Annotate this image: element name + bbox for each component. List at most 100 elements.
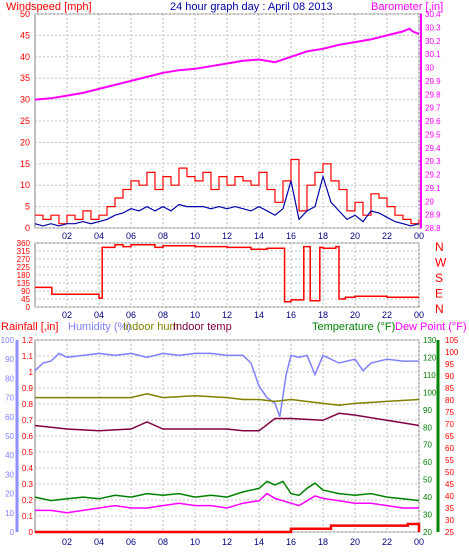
climate-x-tick: 02 <box>62 537 72 547</box>
dir-x-tick: 02 <box>62 310 72 320</box>
compass-label: S <box>435 271 443 285</box>
baro-y-tick: 30.2 <box>425 37 441 46</box>
humidity-y-tick: 10 <box>5 509 14 518</box>
series-temperature-f- <box>34 480 420 502</box>
dir-y-tick: 135 <box>17 279 31 288</box>
wind-x-tick: 02 <box>62 231 72 241</box>
dir-x-tick: 14 <box>254 310 264 320</box>
dir-y-tick: 270 <box>17 255 31 264</box>
wind-y-tick: 10 <box>20 180 30 190</box>
dew-point-y-tick: 40 <box>445 492 454 501</box>
dir-x-tick: 16 <box>286 310 296 320</box>
rain-y-tick: 0.8 <box>22 400 34 409</box>
temperature-y-tick: 80 <box>423 423 432 432</box>
dew-point-y-tick: 65 <box>445 432 454 441</box>
dir-y-tick: 360 <box>17 239 31 248</box>
dir-x-tick: 20 <box>350 310 360 320</box>
humidity-y-tick: 100 <box>1 336 15 345</box>
climate-x-tick: 06 <box>126 537 136 547</box>
series-wind-gust <box>35 158 420 225</box>
humidity-y-tick: 40 <box>5 451 14 460</box>
baro-y-tick: 28.9 <box>425 211 441 220</box>
baro-y-tick: 29 <box>425 197 434 206</box>
humidity-y-tick: 50 <box>5 432 14 441</box>
barometer-axis-title: Barometer [,in] <box>371 1 443 13</box>
dir-y-tick: 90 <box>21 287 30 296</box>
dir-x-tick: 18 <box>318 310 328 320</box>
baro-y-tick: 29.8 <box>425 90 441 99</box>
compass-label: E <box>435 287 443 301</box>
climate-x-tick: 04 <box>94 537 104 547</box>
indoor-temp-title: Indoor temp <box>173 321 232 333</box>
rain-y-tick: 0.1 <box>22 512 34 521</box>
climate-x-tick: 20 <box>350 537 360 547</box>
wind-y-tick: 20 <box>20 137 30 147</box>
wind-x-tick: 08 <box>158 231 168 241</box>
rain-y-tick: 0.3 <box>22 480 34 489</box>
dir-x-tick: 10 <box>190 310 200 320</box>
dir-y-tick: 315 <box>17 247 31 256</box>
dir-x-tick: 22 <box>382 310 392 320</box>
dir-y-tick: 45 <box>21 295 30 304</box>
baro-y-tick: 30 <box>425 64 434 73</box>
rain-y-tick: 0.4 <box>22 464 34 473</box>
compass-label: N <box>435 302 444 316</box>
dir-y-tick: 225 <box>17 263 31 272</box>
wind-x-tick: 04 <box>94 231 104 241</box>
dir-x-tick: 08 <box>158 310 168 320</box>
series-humidity- <box>34 352 419 418</box>
series-wind-speed <box>34 174 420 227</box>
rain-y-tick: 0.9 <box>22 384 34 393</box>
baro-y-tick: 30.3 <box>425 23 441 32</box>
humidity-y-tick: 20 <box>5 490 14 499</box>
temperature-axis-title: Temperature (°F) <box>312 321 395 333</box>
dew-point-y-tick: 45 <box>445 480 454 489</box>
humidity-y-tick: 30 <box>5 470 14 479</box>
wind-y-tick: 35 <box>20 73 30 83</box>
rain-y-tick: 1.1 <box>22 352 34 361</box>
compass-label: N <box>435 240 444 254</box>
wind-x-tick: 18 <box>318 231 328 241</box>
rain-y-tick: 0 <box>29 528 34 537</box>
baro-y-tick: 29.7 <box>425 104 441 113</box>
temperature-y-tick: 20 <box>423 528 432 537</box>
wind-x-tick: 20 <box>350 231 360 241</box>
wind-x-tick: 22 <box>382 231 392 241</box>
dew-point-y-tick: 85 <box>445 384 454 393</box>
temperature-y-tick: 30 <box>423 511 432 520</box>
dir-x-tick: 04 <box>94 310 104 320</box>
humidity-y-tick: 90 <box>5 355 14 364</box>
windspeed-axis-title: Windspeed [mph] <box>6 1 92 13</box>
series-rainfall-in- <box>35 522 421 534</box>
rain-y-tick: 0.2 <box>22 496 34 505</box>
wind-y-tick: 40 <box>20 52 30 62</box>
humidity-y-tick: 70 <box>5 394 14 403</box>
temperature-y-tick: 130 <box>423 336 437 345</box>
rain-y-tick: 1 <box>29 368 34 377</box>
climate-panel: 0 0.1 0.2 0.3 0.4 0.5 0.6 0.7 0.8 0.9 1 1.1 1.2 0 10 20… <box>1 336 459 547</box>
dew-point-y-tick: 80 <box>445 396 454 405</box>
temperature-y-tick: 60 <box>423 458 432 467</box>
climate-x-tick: 08 <box>158 537 168 547</box>
humidity-y-tick: 0 <box>10 528 15 537</box>
dir-y-tick: 180 <box>17 271 31 280</box>
climate-x-tick: 18 <box>318 537 328 547</box>
indoor-hum-title: Indoor hum <box>123 321 179 333</box>
temperature-y-tick: 100 <box>423 388 437 397</box>
temperature-y-tick: 40 <box>423 493 432 502</box>
dew-point-y-tick: 75 <box>445 408 454 417</box>
dew-point-y-tick: 50 <box>445 468 454 477</box>
compass-label: W <box>435 256 447 270</box>
wind-x-tick: 10 <box>190 231 200 241</box>
wind-x-tick: 16 <box>286 231 296 241</box>
baro-y-tick: 29.5 <box>425 130 441 139</box>
temperature-y-tick: 50 <box>423 476 432 485</box>
climate-x-tick: 10 <box>190 537 200 547</box>
climate-x-tick: 22 <box>382 537 392 547</box>
baro-y-tick: 29.1 <box>425 184 441 193</box>
humidity-y-tick: 80 <box>5 374 14 383</box>
rain-y-tick: 1.2 <box>22 336 34 345</box>
wind-x-tick: 00 <box>414 231 424 241</box>
wind-y-tick: 50 <box>20 9 30 19</box>
wind-x-tick: 12 <box>222 231 232 241</box>
